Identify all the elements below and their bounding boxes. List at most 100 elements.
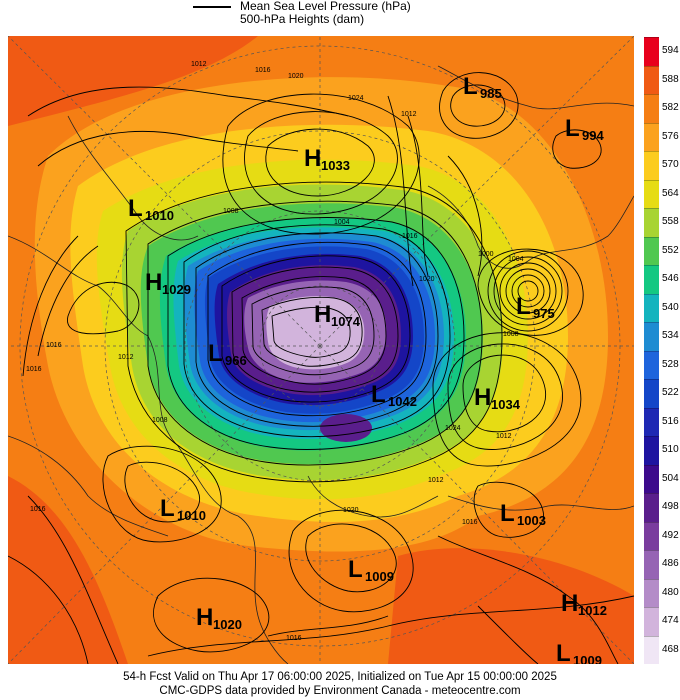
colorbar-swatch — [644, 607, 659, 636]
colorbar-swatch — [644, 151, 659, 180]
isobars — [8, 72, 634, 664]
colorbar-swatch — [644, 122, 659, 151]
pressure-center-letter: H — [474, 384, 491, 411]
pressure-center-letter: L — [463, 73, 478, 100]
isobar-label: 1016 — [286, 635, 302, 642]
pressure-center-letter: L — [516, 293, 531, 320]
colorbar-swatch — [644, 265, 659, 294]
colorbar-tick-label: 540 — [662, 301, 679, 313]
colorbar-tick-label: 588 — [662, 73, 679, 85]
low-pressure-center: L 1042 — [371, 381, 417, 409]
isobar-label: 1016 — [26, 366, 42, 373]
mslp-legend-label: Mean Sea Level Pressure (hPa) — [240, 0, 411, 13]
isobar-label: 1020 — [288, 73, 304, 80]
isobar-label: 1008 — [152, 417, 168, 424]
colorbar-swatch — [644, 521, 659, 550]
pressure-center-value: 1074 — [331, 314, 361, 329]
colorbar-swatch — [644, 407, 659, 436]
pressure-center-value: 1029 — [162, 282, 191, 297]
colorbar-tick-label: 582 — [662, 102, 679, 114]
pressure-center-value: 966 — [225, 353, 247, 368]
pressure-center-value: 1042 — [388, 394, 417, 409]
pressure-center-letter: L — [565, 115, 580, 142]
colorbar-tick-label: 594 — [662, 45, 679, 57]
height-field-594-nw — [8, 36, 258, 126]
pressure-center-value: 1010 — [145, 208, 174, 223]
pressure-center-letter: H — [561, 590, 578, 617]
pressure-center-value: 1033 — [321, 158, 350, 173]
isobar-label: 1008 — [503, 331, 519, 338]
isobar-label: 1012 — [118, 354, 134, 361]
colorbar-tick-label: 504 — [662, 472, 679, 484]
isobar-label: 1016 — [46, 342, 62, 349]
pressure-center-letter: H — [196, 604, 213, 631]
pressure-center-letter: H — [314, 301, 331, 328]
pressure-center-letter: L — [160, 495, 175, 522]
pressure-center-letter: L — [208, 340, 223, 367]
pressure-center-value: 1010 — [177, 508, 206, 523]
colorbar-tick-label: 564 — [662, 187, 679, 199]
isobar-label: 1020 — [419, 276, 435, 283]
colorbar-swatch — [644, 578, 659, 607]
high-pressure-center: H 1012 — [561, 590, 607, 618]
high-pressure-center: H 1034 — [474, 384, 521, 412]
pressure-center-value: 975 — [533, 306, 555, 321]
colorbar-swatch — [644, 350, 659, 379]
colorbar-tick-label: 576 — [662, 130, 679, 142]
low-pressure-center: L 1003 — [500, 500, 546, 528]
low-pressure-center: L 975 — [516, 293, 555, 321]
low-pressure-center: L 985 — [463, 73, 502, 101]
colorbar-tick-label: 468 — [662, 643, 679, 655]
colorbar — [644, 37, 659, 664]
colorbar-swatch — [644, 65, 659, 94]
isobar-label: 1012 — [191, 61, 207, 68]
weather-map: 1012 1016 1020 1024 1008 1012 1004 1016 1020 1016… — [8, 36, 634, 664]
high-pressure-center: H 1020 — [196, 604, 242, 632]
pressure-center-letter: L — [500, 500, 515, 527]
colorbar-swatch — [644, 635, 659, 664]
colorbar-tick-label: 498 — [662, 501, 679, 513]
footer-credit-line: CMC-GDPS data provided by Environment Ca… — [159, 685, 521, 697]
pressure-center-letter: H — [145, 269, 162, 296]
colorbar-swatch — [644, 550, 659, 579]
isobar-line-swatch — [193, 6, 231, 8]
isobar-label: 1008 — [223, 208, 239, 215]
pressure-center-value: 985 — [480, 86, 502, 101]
colorbar-tick-label: 516 — [662, 415, 679, 427]
isobar-label: 1016 — [462, 519, 478, 526]
pressure-center-value: 1009 — [365, 569, 394, 584]
high-pressure-center: H 1033 — [304, 145, 350, 173]
colorbar-tick-label: 480 — [662, 586, 679, 598]
pressure-center-letter: H — [304, 145, 321, 172]
low-pressure-center: L 1010 — [160, 495, 206, 523]
colorbar-swatch — [644, 379, 659, 408]
weather-map-canvas: 1012 1016 1020 1024 1008 1012 1004 1016 1020 1016… — [8, 36, 634, 664]
colorbar-swatch — [644, 179, 659, 208]
pressure-center-value: 1003 — [517, 513, 546, 528]
colorbar-tick-label: 558 — [662, 216, 679, 228]
height-field-594-se — [388, 548, 634, 664]
colorbar-tick-label: 528 — [662, 358, 679, 370]
high-pressure-center: H 1029 — [145, 269, 191, 297]
isobar-label: 1016 — [30, 506, 46, 513]
low-pressure-center: L 966 — [208, 340, 247, 368]
colorbar-swatch — [644, 493, 659, 522]
colorbar-swatch — [644, 464, 659, 493]
low-pressure-center: L 1010 — [128, 195, 174, 223]
pressure-center-value: 1034 — [491, 397, 521, 412]
footer-valid-line: 54-h Fcst Valid on Thu Apr 17 06:00:00 2… — [123, 671, 557, 683]
height-field-474 — [266, 296, 365, 370]
colorbar-tick-label: 570 — [662, 159, 679, 171]
colorbar-swatch — [644, 436, 659, 465]
colorbar-swatch — [644, 94, 659, 123]
pressure-center-value: 1020 — [213, 617, 242, 632]
colorbar-tick-label: 552 — [662, 244, 679, 256]
low-pressure-center: L 1009 — [348, 556, 394, 584]
colorbar-tick-label: 486 — [662, 558, 679, 570]
isobar-label: 1004 — [334, 219, 350, 226]
pressure-center-letter: L — [128, 195, 143, 222]
pressure-center-letter: L — [348, 556, 363, 583]
low-pressure-center: L 1009 — [556, 640, 602, 664]
isobar-label: 1020 — [343, 507, 359, 514]
